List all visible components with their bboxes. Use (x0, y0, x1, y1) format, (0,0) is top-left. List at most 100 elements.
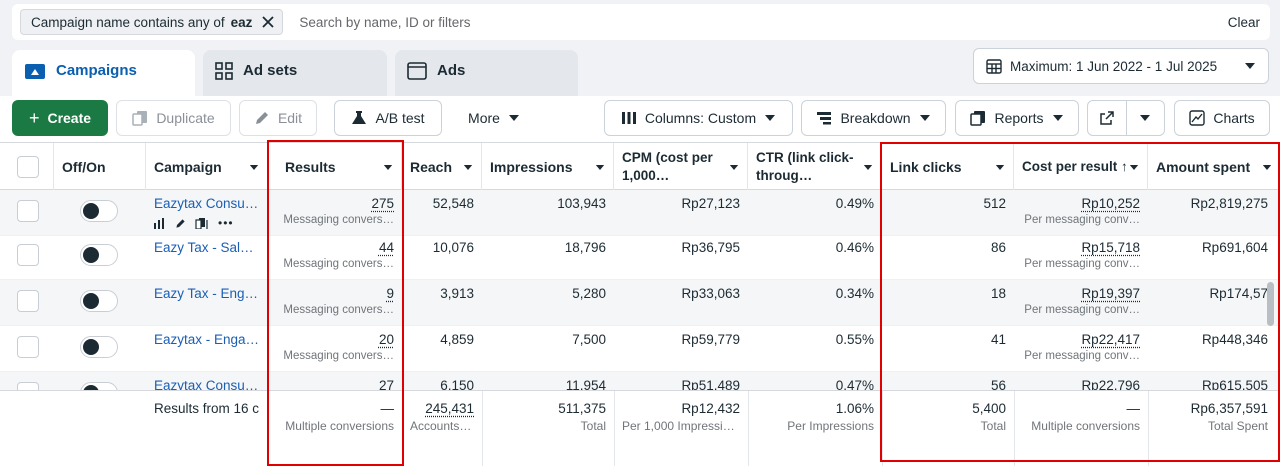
caret-down-icon (508, 114, 520, 122)
table-row[interactable]: Eazytax - Enga… 20 Messaging convers… 4,859… (0, 326, 1280, 372)
caret-down-icon[interactable] (1127, 114, 1165, 122)
ctr-cell: 0.55% (835, 332, 874, 347)
results-cell: 44 Messaging convers… (283, 240, 394, 270)
caret-down-icon (1052, 114, 1064, 122)
row-checkbox[interactable] (17, 244, 39, 266)
header-link-clicks[interactable]: Link clicks (882, 143, 1014, 191)
export-button-group (1087, 100, 1165, 136)
row-checkbox[interactable] (17, 200, 39, 222)
bar-chart-icon[interactable] (154, 217, 166, 229)
more-button[interactable]: More (452, 100, 536, 136)
pencil-icon (254, 110, 270, 126)
results-cell: 20 Messaging convers… (283, 332, 394, 362)
caret-down-icon (249, 164, 259, 171)
header-amount-spent[interactable]: Amount spent (1148, 143, 1280, 191)
create-button[interactable]: + Create (12, 100, 108, 136)
summary-impressions: 511,375 Total (558, 401, 606, 433)
campaign-cell: Eazytax Consul… ••• (146, 190, 268, 236)
impressions-cell: 5,280 (572, 286, 606, 301)
impressions-cell: 7,500 (572, 332, 606, 347)
campaign-name-link[interactable]: Eazy Tax - Eng… (154, 286, 259, 301)
tab-campaigns[interactable]: Campaigns (12, 50, 195, 96)
row-checkbox[interactable] (17, 290, 39, 312)
table-row[interactable]: Eazy Tax - Sale… 44 Messaging convers… 10,0… (0, 234, 1280, 280)
reports-icon (970, 110, 986, 126)
link-clicks-cell: 41 (990, 332, 1006, 347)
edit-label: Edit (277, 110, 303, 126)
campaign-toggle[interactable] (80, 244, 118, 266)
select-all-cell (0, 143, 54, 191)
header-cost-per-result[interactable]: Cost per result ↑ (1014, 143, 1148, 191)
link-clicks-cell: 86 (990, 240, 1006, 255)
header-off-on[interactable]: Off/On (54, 143, 146, 191)
cost-per-result-cell: Rp10,252 Per messaging conv… (1024, 196, 1140, 226)
campaign-name-link[interactable]: Eazytax - Enga… (154, 332, 260, 347)
ab-test-button[interactable]: A/B test (334, 100, 442, 136)
tab-ad-sets[interactable]: Ad sets (203, 50, 387, 96)
impressions-cell: 103,943 (557, 196, 606, 211)
tab-label: Campaigns (56, 62, 137, 79)
duplicate-icon (132, 110, 148, 126)
search-input[interactable]: Search by name, ID or filters (299, 14, 471, 30)
edit-button[interactable]: Edit (239, 100, 317, 136)
summary-cpm: Rp12,432 Per 1,000 Impressions (622, 401, 740, 433)
header-cpm[interactable]: CPM (cost per 1,000… (614, 143, 748, 191)
summary-results: — Multiple conversions (285, 401, 394, 433)
impressions-cell: 18,796 (564, 240, 606, 255)
campaign-toggle[interactable] (80, 200, 118, 222)
campaign-name-link[interactable]: Eazytax Consul… (154, 196, 260, 211)
duplicate-icon[interactable] (195, 217, 209, 229)
filter-chip[interactable]: Campaign name contains any of eaz (20, 9, 284, 35)
caret-down-icon (764, 114, 776, 122)
date-range-label: Maximum: 1 Jun 2022 - 1 Jul 2025 (1010, 58, 1218, 74)
more-options-icon[interactable]: ••• (218, 216, 234, 230)
caret-down-icon (463, 164, 473, 171)
amount-spent-cell: Rp691,604 (1201, 240, 1268, 255)
pencil-icon[interactable] (175, 218, 186, 229)
column-divider (1014, 391, 1015, 466)
columns-button[interactable]: Columns: Custom (604, 100, 793, 136)
column-divider (882, 391, 883, 466)
breakdown-button[interactable]: Breakdown (801, 100, 946, 136)
campaign-toggle[interactable] (80, 336, 118, 358)
link-clicks-cell: 56 (990, 378, 1006, 393)
header-ctr[interactable]: CTR (link click-throug… (748, 143, 882, 191)
reports-button[interactable]: Reports (955, 100, 1079, 136)
tab-ads[interactable]: Ads (395, 50, 578, 96)
plus-icon: + (28, 107, 40, 128)
date-range-picker[interactable]: Maximum: 1 Jun 2022 - 1 Jul 2025 (973, 48, 1269, 84)
select-all-checkbox[interactable] (17, 156, 39, 178)
campaign-toggle[interactable] (80, 290, 118, 312)
table-row[interactable]: Eazy Tax - Eng… 9 Messaging convers… 3,913 5… (0, 280, 1280, 326)
filter-chip-value: eaz (230, 14, 253, 30)
summary-label: Results from 16 c (154, 401, 260, 416)
campaign-name-link[interactable]: Eazy Tax - Sale… (154, 240, 260, 255)
amount-spent-cell: Rp615,505 (1201, 378, 1268, 393)
grid-icon (215, 62, 233, 80)
vertical-scrollbar[interactable] (1267, 282, 1274, 326)
cost-per-result-cell: Rp19,397 Per messaging conv… (1024, 286, 1140, 316)
column-divider (614, 391, 615, 466)
results-cell: 27 (378, 378, 394, 393)
header-impressions[interactable]: Impressions (482, 143, 614, 191)
duplicate-button[interactable]: Duplicate (116, 100, 231, 136)
table-row[interactable]: Eazytax Consul… ••• 275 Messaging convers… 5… (0, 190, 1280, 236)
summary-link-clicks: 5,400 Total (972, 401, 1006, 433)
results-highlight-box (267, 140, 404, 466)
ctr-cell: 0.46% (835, 240, 874, 255)
summary-reach: 245,431 Accounts … (410, 401, 474, 433)
charts-label: Charts (1213, 110, 1255, 126)
charts-button[interactable]: Charts (1174, 100, 1270, 136)
header-reach[interactable]: Reach (402, 143, 482, 191)
reach-cell: 52,548 (432, 196, 474, 211)
row-checkbox[interactable] (17, 336, 39, 358)
header-campaign[interactable]: Campaign (146, 143, 268, 191)
close-icon[interactable] (262, 16, 275, 28)
export-icon[interactable] (1088, 101, 1127, 135)
create-label: Create (47, 110, 92, 126)
clear-button[interactable]: Clear (1227, 14, 1260, 30)
duplicate-label: Duplicate (156, 110, 215, 126)
header-results[interactable]: Results (268, 143, 402, 191)
link-clicks-cell: 512 (983, 196, 1006, 211)
cpm-cell: Rp51,489 (681, 378, 740, 393)
